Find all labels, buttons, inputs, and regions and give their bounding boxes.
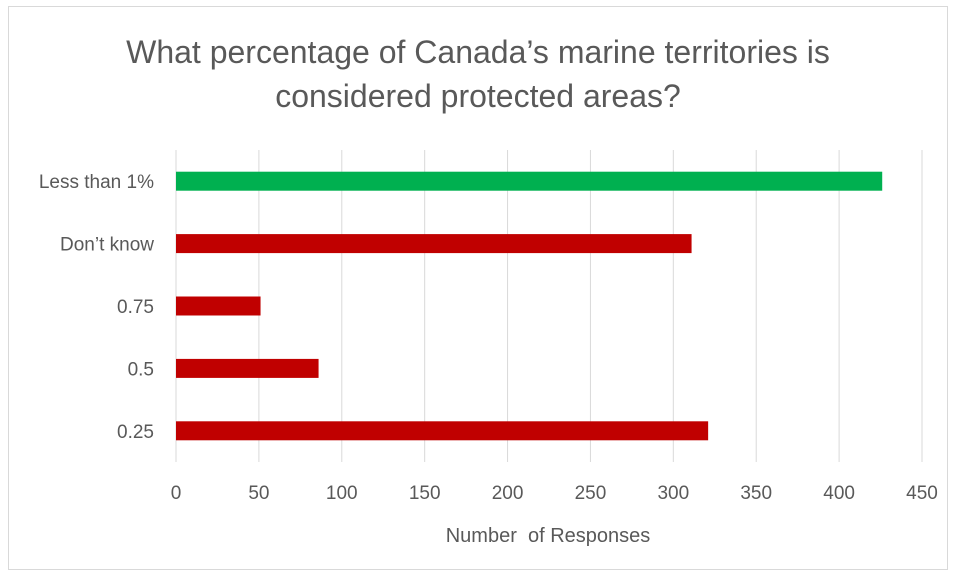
y-tick-label: Less than 1%: [39, 172, 154, 193]
x-tick-label: 0: [171, 483, 182, 504]
x-tick-label: 450: [906, 483, 938, 504]
chart-frame: [8, 6, 948, 570]
x-tick-label: 150: [409, 483, 441, 504]
y-tick-label: Don’t know: [60, 235, 154, 256]
chart-title: What percentage of Canada’s marine terri…: [0, 30, 956, 118]
bar: [176, 358, 319, 378]
chart-title-line-2: considered protected areas?: [275, 78, 681, 114]
y-axis-tick-labels: Less than 1% Don’t know 0.75 0.5 0.25: [39, 172, 154, 443]
x-axis-tick-labels: 0 50 100 150 200 250 300 350 400 450: [171, 483, 938, 504]
bar: [176, 234, 692, 254]
x-tick-label: 200: [492, 483, 524, 504]
x-tick-label: 350: [740, 483, 772, 504]
x-tick-label: 250: [575, 483, 607, 504]
bar: [176, 171, 883, 191]
y-tick-label: 0.25: [117, 422, 154, 443]
bars: [176, 171, 883, 441]
bar: [176, 421, 709, 441]
x-tick-label: 50: [248, 483, 269, 504]
gridlines: [175, 150, 923, 462]
bar: [176, 296, 261, 316]
x-tick-label: 300: [657, 483, 689, 504]
y-tick-label: 0.75: [117, 297, 154, 318]
x-axis-label: Number of Responses: [446, 525, 651, 547]
x-tick-label: 400: [823, 483, 855, 504]
y-tick-label: 0.5: [128, 359, 154, 380]
x-tick-label: 100: [326, 483, 358, 504]
chart-title-line-1: What percentage of Canada’s marine terri…: [126, 34, 830, 70]
